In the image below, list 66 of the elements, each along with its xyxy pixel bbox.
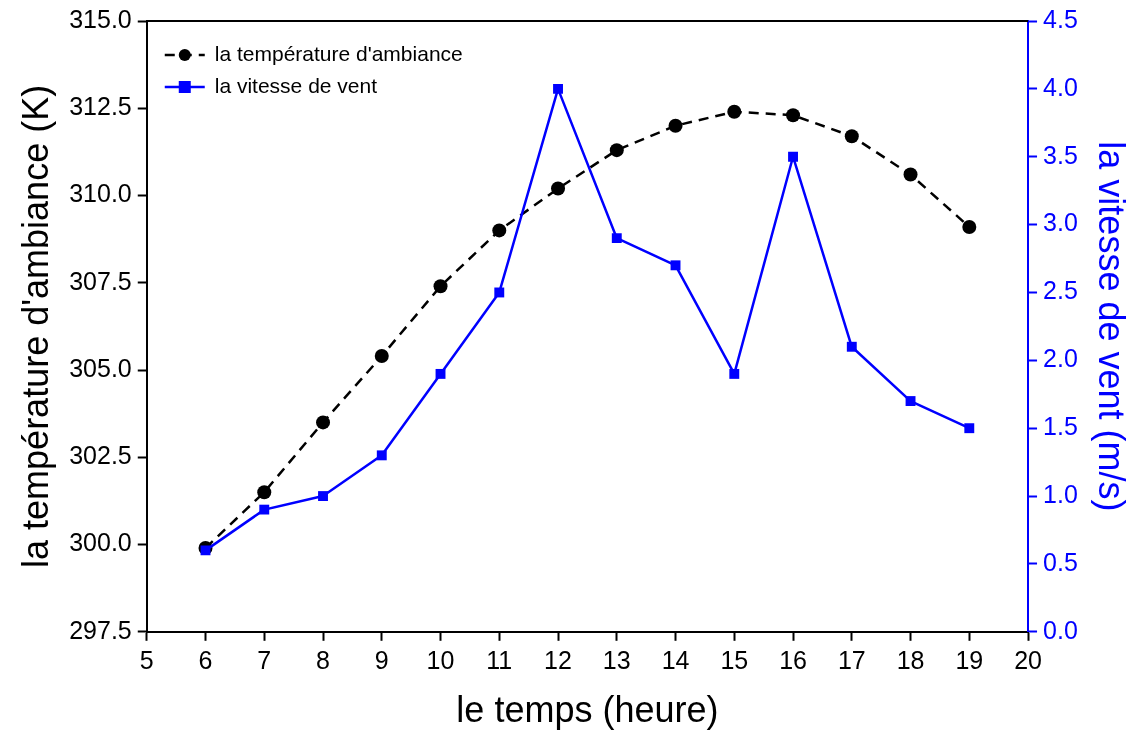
y2-axis-title: la vitesse de vent (m/s) — [1091, 141, 1133, 512]
y2-tick-label: 0.5 — [1043, 547, 1078, 576]
y2-tick-label: 1.0 — [1043, 479, 1078, 508]
point — [374, 349, 389, 364]
x-tick-label: 15 — [720, 645, 749, 674]
x-tick-label: 12 — [544, 645, 572, 674]
legend-label: la température d'ambiance — [214, 41, 463, 65]
y-tick-label: 305.0 — [69, 353, 132, 382]
point — [846, 341, 857, 352]
y2-tick-label: 2.0 — [1043, 344, 1078, 373]
x-tick-label: 20 — [1014, 645, 1042, 674]
point — [551, 181, 566, 196]
x-axis-title: le temps (heure) — [456, 689, 719, 731]
point — [670, 260, 681, 271]
point — [318, 491, 328, 502]
x-tick-label: 8 — [316, 645, 330, 674]
y-tick-label: 315.0 — [69, 4, 132, 33]
y-tick-label: 302.5 — [69, 441, 132, 470]
point — [611, 233, 622, 244]
y-tick-label: 300.0 — [69, 528, 132, 557]
y2-tick-label: 0.0 — [1043, 615, 1078, 644]
x-tick-label: 16 — [779, 645, 807, 674]
x-tick-label: 13 — [602, 645, 631, 674]
y-tick-label: 312.5 — [69, 92, 132, 121]
point — [668, 118, 683, 133]
x-tick-label: 9 — [374, 645, 389, 674]
y2-tick-label: 3.0 — [1043, 208, 1078, 237]
x-tick-label: 19 — [955, 645, 984, 674]
y-axis-title: la température d'ambiance (K) — [14, 84, 56, 568]
y2-tick-label: 3.5 — [1043, 140, 1078, 169]
point — [962, 219, 977, 234]
point — [729, 368, 740, 379]
y2-tick-label: 4.5 — [1043, 4, 1078, 33]
point — [905, 396, 916, 406]
point — [964, 423, 975, 434]
point — [200, 545, 211, 556]
point — [609, 143, 624, 158]
y2-tick-label: 1.5 — [1043, 412, 1078, 441]
y-tick-label: 310.0 — [69, 179, 132, 208]
y2-tick-label: 2.5 — [1043, 276, 1078, 305]
point — [257, 485, 272, 500]
point — [494, 287, 505, 298]
x-tick-label: 5 — [139, 645, 154, 674]
x-tick-label: 11 — [486, 645, 513, 674]
point — [553, 83, 563, 94]
x-tick-label: 7 — [257, 645, 272, 674]
point — [788, 151, 798, 162]
y-tick-label: 307.5 — [69, 266, 132, 295]
x-tick-label: 10 — [426, 645, 455, 674]
point — [376, 450, 387, 461]
point — [433, 279, 448, 294]
point — [259, 504, 270, 515]
legend-label: la vitesse de vent — [214, 73, 378, 97]
x-tick-label: 14 — [661, 645, 690, 674]
point — [903, 167, 918, 182]
y-tick-label: 297.5 — [69, 615, 132, 644]
y2-tick-label: 4.0 — [1043, 72, 1078, 101]
point — [786, 108, 801, 123]
x-tick-label: 17 — [837, 645, 866, 674]
point — [492, 223, 507, 238]
point — [435, 368, 446, 379]
point — [316, 415, 331, 430]
point — [844, 129, 859, 144]
x-tick-label: 18 — [896, 645, 925, 674]
point — [727, 104, 742, 119]
x-tick-label: 6 — [198, 645, 213, 674]
